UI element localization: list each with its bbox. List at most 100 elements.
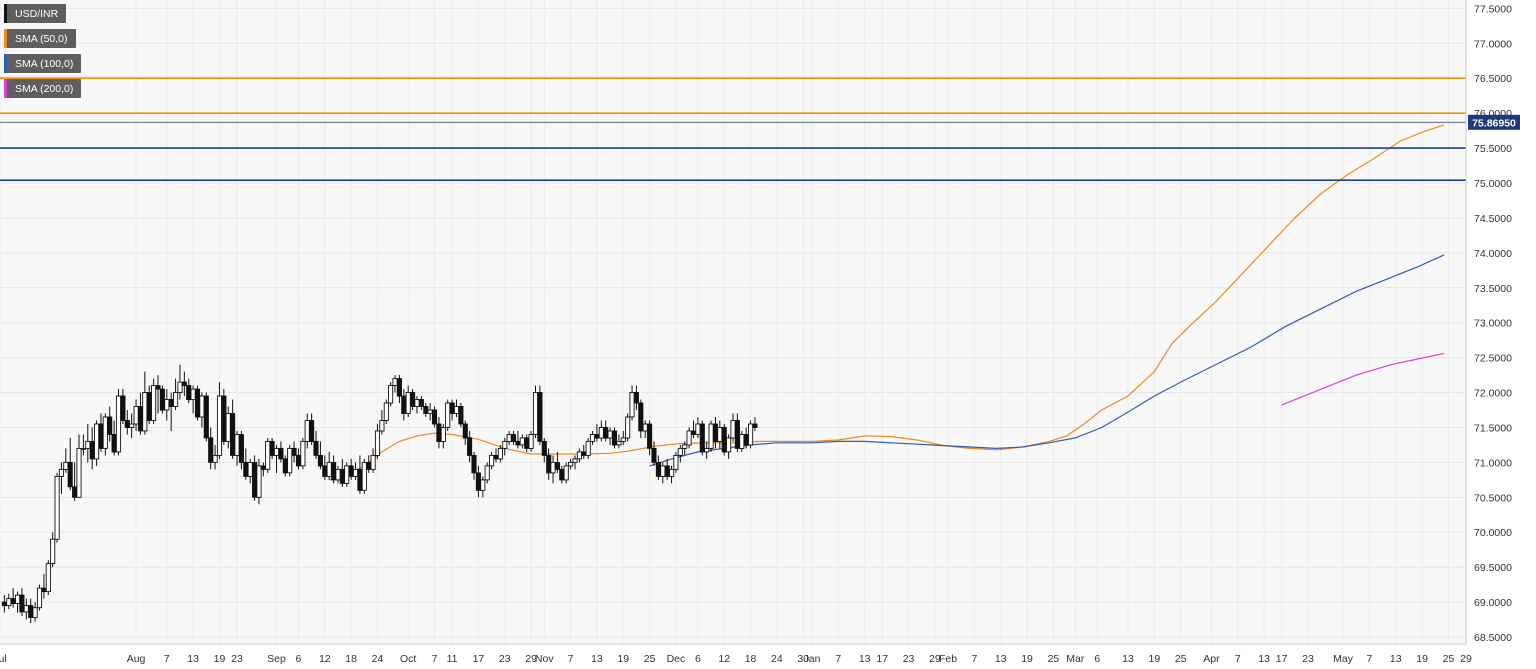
x-tick-label: 29: [929, 653, 941, 665]
candle-body-down: [546, 454, 552, 474]
x-tick-label: 17: [473, 653, 485, 665]
x-tick-label: Apr: [1203, 653, 1220, 665]
x-tick-label: 25: [1443, 653, 1455, 665]
candle-body-down: [291, 447, 297, 456]
candle-body-down: [120, 395, 126, 421]
candle-body-down: [524, 437, 530, 449]
legend-label: USD/INR: [15, 7, 59, 20]
candle-body-down: [168, 399, 174, 407]
x-tick-label: 18: [745, 653, 757, 665]
candle-body-up: [265, 440, 271, 470]
x-tick-label: 17: [876, 653, 888, 665]
legend-sma50[interactable]: SMA (50,0): [4, 29, 76, 48]
x-tick-label: 19: [1021, 653, 1033, 665]
candle-body-down: [181, 381, 187, 387]
candle-body-down: [28, 605, 34, 618]
y-tick-label: 74.0000: [1474, 248, 1512, 260]
candle-body-up: [256, 465, 262, 498]
legend-sma200[interactable]: SMA (200,0): [4, 79, 82, 98]
candle-body-up: [352, 468, 359, 477]
candle-body-down: [203, 395, 209, 439]
candle-body-up: [85, 440, 91, 449]
candle-body-up: [673, 454, 679, 470]
candle-body-up: [519, 437, 525, 446]
candle-body-down: [699, 423, 705, 453]
candle-body-up: [730, 420, 736, 439]
candle-body-down: [146, 392, 152, 421]
candle-body-up: [686, 430, 692, 446]
candle-body-down: [436, 423, 442, 442]
candle-body-down: [471, 454, 477, 474]
candle-body-up: [502, 440, 508, 449]
last-price-value: 75.86950: [1472, 117, 1516, 129]
x-tick-label: 12: [718, 653, 730, 665]
candle-body-down: [194, 388, 201, 418]
candle-body-up: [484, 465, 490, 481]
candle-body-up: [660, 465, 666, 477]
candle-body-up: [625, 416, 631, 439]
legend-label: SMA (200,0): [15, 82, 74, 95]
candle-body-up: [129, 423, 135, 428]
candle-body-up: [607, 430, 613, 439]
candle-body-down: [19, 594, 25, 613]
candle-body-up: [739, 434, 745, 449]
x-tick-label: 29: [525, 653, 537, 665]
x-tick-label: 13: [995, 653, 1007, 665]
candle-body-up: [80, 447, 86, 450]
x-tick-label: 25: [1048, 653, 1060, 665]
candle-body-down: [712, 423, 718, 442]
candle-body-up: [300, 440, 306, 467]
candle-body-up: [173, 392, 179, 407]
plot-background: [0, 0, 1466, 644]
legend-usdinr[interactable]: USD/INR: [4, 4, 67, 23]
candle-body-up: [94, 423, 100, 460]
candle-body-down: [396, 378, 402, 397]
legend-swatch-icon: [4, 29, 7, 48]
x-tick-label: Jul: [0, 653, 7, 665]
candle-body-down: [295, 454, 302, 467]
x-tick-label: 12: [319, 653, 331, 665]
y-tick-label: 71.0000: [1474, 457, 1512, 469]
x-tick-label: 7: [164, 653, 170, 665]
candle-body-down: [89, 440, 95, 460]
candle-body-down: [339, 468, 345, 484]
candle-body-down: [230, 413, 236, 456]
candle-body-down: [743, 434, 749, 446]
candle-body-up: [287, 447, 293, 474]
legend-sma100[interactable]: SMA (100,0): [4, 54, 82, 73]
candle-body-up: [164, 399, 170, 411]
candle-body-down: [449, 402, 455, 414]
candle-body-up: [199, 395, 205, 418]
candle-body-up: [677, 447, 683, 456]
candle-body-up: [32, 607, 38, 618]
candle-body-up: [115, 395, 122, 453]
candle-body-down: [111, 434, 117, 453]
candle-body-up: [445, 402, 451, 428]
candle-body-down: [734, 420, 740, 449]
x-tick-label: 13: [859, 653, 871, 665]
x-tick-label: 13: [591, 653, 603, 665]
x-tick-label: 6: [695, 653, 701, 665]
candle-body-up: [216, 395, 223, 456]
candle-body-down: [664, 465, 670, 477]
candle-body-down: [331, 461, 337, 481]
candle-body-down: [238, 434, 244, 463]
candle-body-down: [1, 601, 7, 607]
y-tick-label: 73.5000: [1474, 283, 1512, 295]
candle-body-down: [269, 440, 275, 456]
candle-body-down: [401, 395, 407, 414]
candle-body-up: [629, 392, 635, 418]
candle-body-up: [489, 454, 495, 467]
candle-body-down: [67, 461, 73, 488]
candle-body-up: [717, 427, 723, 442]
candle-body-up: [497, 447, 503, 460]
y-tick-label: 70.5000: [1474, 492, 1512, 504]
sma-line: [1281, 352, 1445, 406]
candle-body-up: [50, 538, 56, 565]
candle-body-up: [273, 447, 280, 456]
y-tick-label: 72.5000: [1474, 353, 1512, 365]
candle-body-up: [379, 420, 385, 432]
candle-body-up: [480, 479, 486, 491]
candle-body-down: [594, 434, 600, 439]
